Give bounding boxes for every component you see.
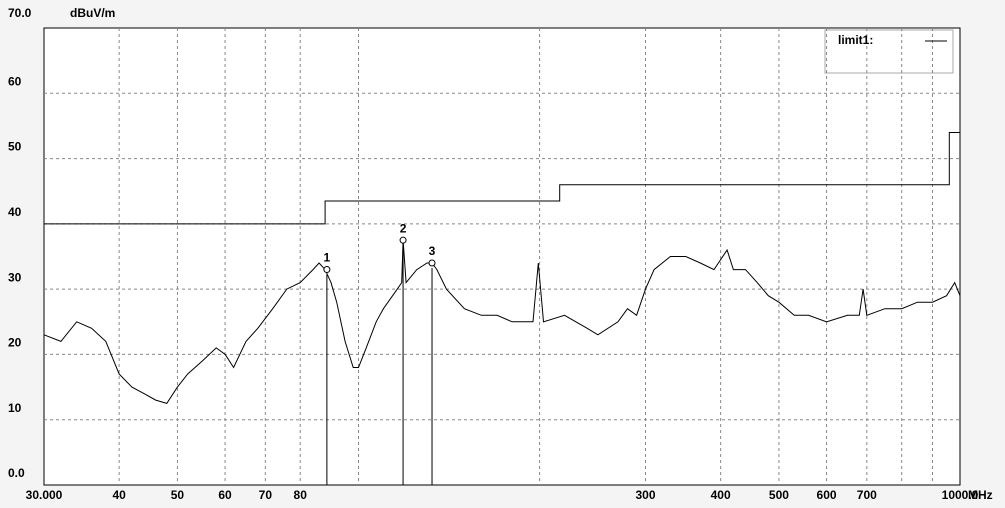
marker-label: 3 xyxy=(429,244,436,258)
legend-box xyxy=(824,29,954,74)
y-tick-label: 20 xyxy=(8,336,22,350)
x-tick-label: 50 xyxy=(171,488,185,502)
x-tick-label: 300 xyxy=(635,488,655,502)
marker-label: 2 xyxy=(400,221,407,235)
x-tick-label: 70 xyxy=(259,488,273,502)
y-top-label: 70.0 xyxy=(8,6,32,20)
marker-point xyxy=(428,259,436,267)
y-tick-label: 10 xyxy=(8,401,22,415)
series-line xyxy=(43,240,961,404)
x-axis-label: MHz xyxy=(968,488,993,502)
y-tick-label: 50 xyxy=(8,140,22,154)
legend-label: limit1 xyxy=(838,33,870,47)
y-axis-label: dBuV/m xyxy=(70,6,115,20)
x-tick-label: 80 xyxy=(294,488,308,502)
y-tick-label: 0.0 xyxy=(8,466,25,480)
x-tick-label: 1000.0 xyxy=(942,488,979,502)
marker-label: 1 xyxy=(324,251,331,265)
x-tick-label: 40 xyxy=(112,488,126,502)
x-tick-label: 60 xyxy=(218,488,232,502)
marker-point xyxy=(323,266,331,274)
marker-point xyxy=(399,236,407,244)
x-tick-label: 700 xyxy=(857,488,877,502)
y-tick-label: 60 xyxy=(8,74,22,88)
y-tick-label: 40 xyxy=(8,205,22,219)
x-tick-label: 30.000 xyxy=(26,488,63,502)
plot-area xyxy=(43,27,961,486)
y-tick-label: 30 xyxy=(8,270,22,284)
x-tick-label: 600 xyxy=(817,488,837,502)
series-line xyxy=(44,132,960,225)
x-tick-label: 400 xyxy=(711,488,731,502)
x-tick-label: 500 xyxy=(769,488,789,502)
legend-colon: : xyxy=(869,33,873,47)
